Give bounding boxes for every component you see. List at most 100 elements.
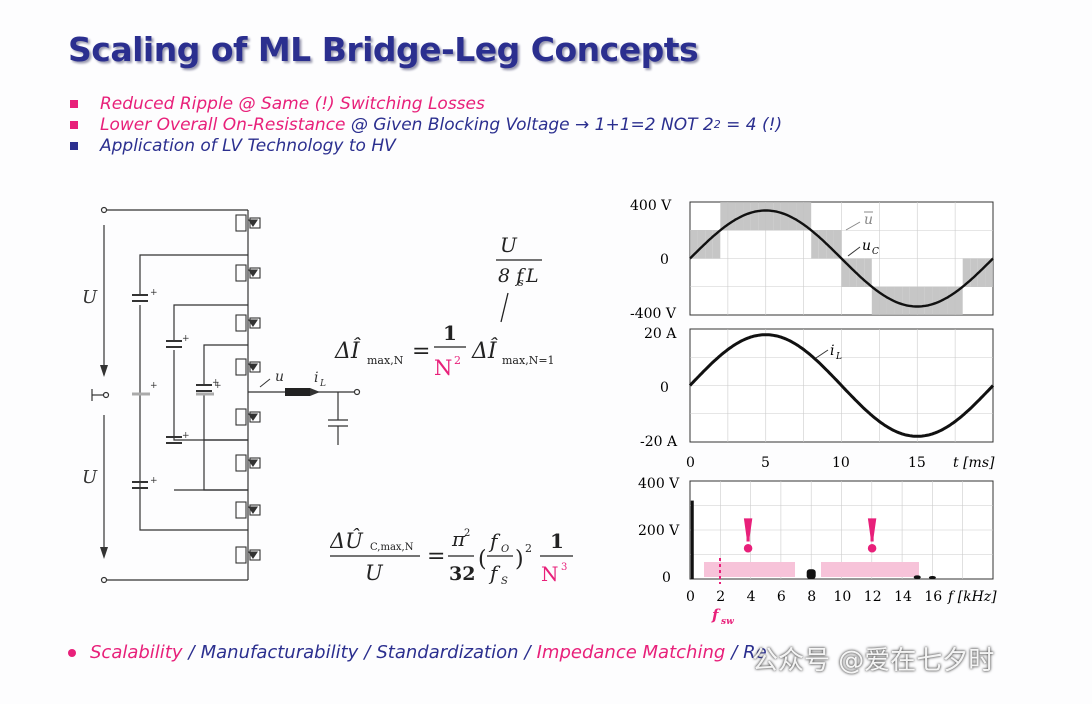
bullet-text: = 4 (!) [720,114,783,135]
pwm-voltage-band [962,258,971,287]
exclaim-mark: ! [862,509,882,563]
keyword: Manufacturability [200,642,359,663]
pwm-voltage-band [902,286,910,315]
bullet-text: Application of LV Technology to HV [100,135,396,156]
xtick: 16 [924,589,942,605]
bullet-dot [68,648,76,657]
xtick: 5 [761,455,770,471]
svg-text:N: N [541,562,559,586]
pwm-voltage-band [765,202,774,231]
ytick: -400 V [630,306,677,322]
pwm-voltage-band [803,202,812,231]
bullet-marker [70,120,78,129]
svg-text:sw: sw [721,617,734,627]
pwm-voltage-band [909,286,918,315]
svg-text:2: 2 [454,354,461,367]
svg-text:L: L [525,265,539,287]
pwm-voltage-band [826,230,834,259]
x-axis-label-freq: f [kHz] [947,589,997,605]
xtick: 15 [908,455,926,471]
bullet-1: Reduced Ripple @ Same (!) Switching Loss… [70,93,782,114]
bullet-marker [70,99,78,108]
xtick: 10 [834,589,852,605]
pwm-voltage-band [743,202,751,231]
bullet-text: @ Given Blocking Voltage → 1+1=2 NOT 2 [345,114,714,135]
svg-text:+: + [150,381,158,391]
pwm-voltage-band [939,286,948,315]
ytick: 400 V [638,476,680,492]
pwm-voltage-band [735,202,744,231]
pwm-voltage-band [712,230,721,259]
keyword: / Re [731,642,767,663]
svg-text:L: L [835,352,842,362]
svg-text:ΔÎ: ΔÎ [471,337,498,364]
svg-text:+: + [182,334,190,344]
xtick: 4 [747,589,756,605]
svg-text:L: L [319,379,326,389]
pwm-voltage-band [788,202,797,231]
pwm-voltage-band [894,286,903,315]
watermark: 公众号 @爱在七夕时 [752,646,995,676]
pwm-voltage-band [773,202,781,231]
ytick: 0 [660,380,669,396]
exclaim-mark: ! [738,509,758,563]
pwm-voltage-band [977,258,986,287]
bullet-2: Lower Overall On-Resistance @ Given Bloc… [70,114,782,135]
svg-text:+: + [150,476,158,486]
pwm-voltage-band [932,286,940,315]
pwm-voltage-band [947,286,956,315]
svg-text:1: 1 [443,321,457,345]
pwm-voltage-band [985,258,994,287]
spectrum-bar [928,576,936,579]
xtick: 10 [832,455,850,471]
svg-text:max,N=1: max,N=1 [502,354,555,367]
ytick: -20 A [640,434,678,450]
formula-ripple-voltage: ΔÛ [330,528,364,553]
svg-text:N: N [434,356,452,380]
svg-text:8 f: 8 f [498,265,526,287]
svg-text:f: f [488,529,501,553]
separator: / [364,642,371,663]
svg-text:O: O [501,544,509,555]
bullet-marker [70,141,78,150]
inductor [285,388,310,396]
spectrum-bar [690,500,694,579]
svg-text:U: U [365,561,384,585]
pwm-voltage-band [849,258,857,287]
pwm-voltage-band [864,258,872,287]
svg-text:+: + [212,378,220,388]
svg-text:3: 3 [561,562,567,573]
waveform-plots: 400 V 0 -400 V u u C 20 A 0 -20 A i L 0 … [630,198,997,627]
u-label: u [275,369,284,385]
pwm-voltage-band [705,230,713,259]
svg-text:): ) [515,547,524,572]
svg-text:S: S [501,576,508,587]
series-label-iL: i [830,343,834,359]
keyword: Impedance Matching [536,642,726,663]
separator: / [188,642,195,663]
ytick: 0 [660,252,669,268]
svg-text:+: + [214,381,222,391]
svg-text:+: + [182,431,190,441]
xtick: 14 [894,589,912,605]
ytick: 20 A [644,326,677,342]
svg-text:2: 2 [525,542,532,555]
plot-voltage: 400 V 0 -400 V u u C [630,198,994,322]
iL-label: i [314,370,318,386]
svg-text:(: ( [478,547,487,572]
bullet-sup: 2 [713,118,721,131]
spectrum-bar [913,575,921,579]
mosfet-switch [235,214,261,564]
plot-spectrum: ! ! 400 V 200 V 0 0 2 4 6 8 10 12 14 16 f [kHz] … [638,476,997,627]
capacitor [132,294,212,489]
bullet-text: Reduced Ripple @ Same (!) Switching Loss… [100,93,485,114]
keyword: Scalability [90,642,183,663]
pwm-voltage-band [750,202,759,231]
frac-num: U [500,233,518,257]
pwm-voltage-band [955,286,963,315]
separator: / [524,642,531,663]
pwm-voltage-band [841,258,850,287]
pwm-voltage-band [796,202,804,231]
svg-text:+: + [150,288,158,298]
pwm-voltage-band [879,286,887,315]
